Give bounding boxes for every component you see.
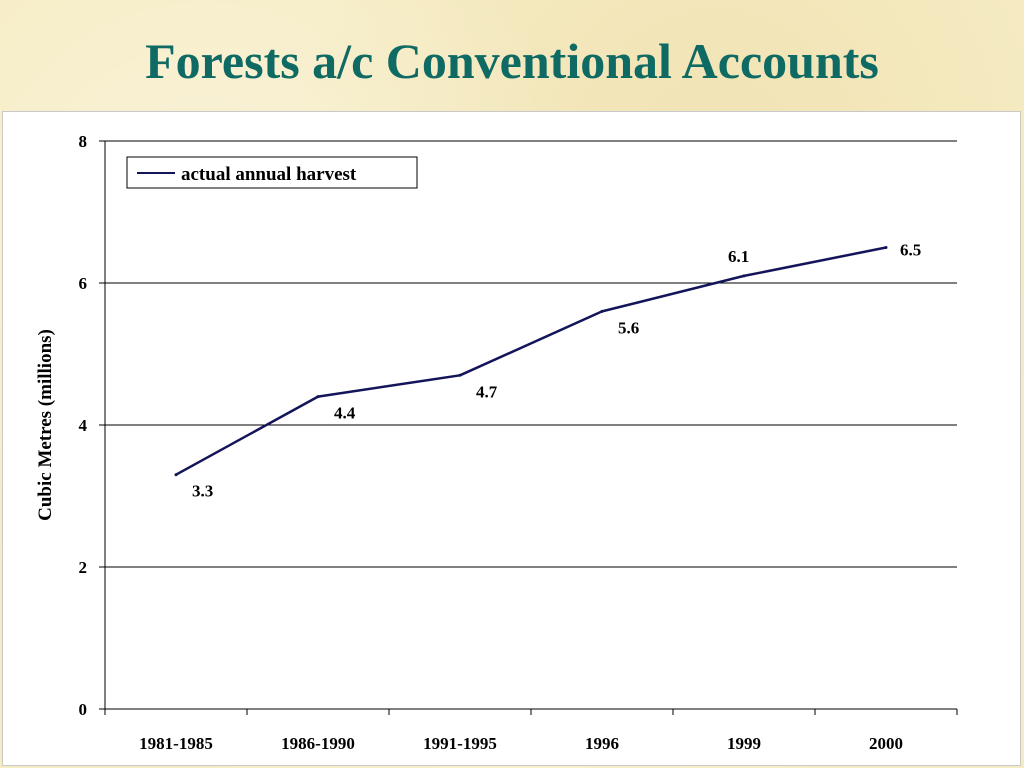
gridlines <box>105 140 957 568</box>
data-label: 6.5 <box>900 241 921 260</box>
y-tick-label: 2 <box>79 558 88 577</box>
data-label: 3.3 <box>192 482 213 501</box>
y-tick-labels: 0 2 4 6 8 <box>79 132 88 719</box>
chart-panel: 0 2 4 6 8 1981-1985 1986-1990 1991-1995 1996 199… <box>2 111 1021 766</box>
legend: actual annual harvest <box>126 156 418 189</box>
data-point <box>742 274 746 278</box>
y-tick-label: 0 <box>79 700 88 719</box>
x-tick-label: 1996 <box>585 734 619 753</box>
data-point <box>458 373 462 377</box>
x-tick-label: 2000 <box>869 734 903 753</box>
data-point <box>884 246 888 249</box>
legend-label: actual annual harvest <box>181 164 357 185</box>
legend-box <box>126 156 418 189</box>
data-label: 4.4 <box>334 404 356 423</box>
data-label: 4.7 <box>476 382 498 401</box>
data-point <box>316 395 320 399</box>
data-label: 5.6 <box>618 318 639 337</box>
series: 3.3 4.4 4.7 5.6 6.1 6.5 <box>174 241 921 501</box>
y-tick-label: 4 <box>79 416 88 435</box>
y-axis-label: Cubic Metres (millions) <box>35 329 56 521</box>
axes <box>99 140 958 715</box>
x-tick-label: 1991-1995 <box>423 734 497 753</box>
series-line <box>175 246 887 476</box>
data-label: 6.1 <box>728 247 749 266</box>
x-tick-label: 1986-1990 <box>281 734 355 753</box>
data-point <box>600 309 604 313</box>
x-tick-labels: 1981-1985 1986-1990 1991-1995 1996 1999 2000 <box>139 734 903 753</box>
y-tick-label: 8 <box>79 132 88 151</box>
x-tick-label: 1999 <box>727 734 761 753</box>
data-point <box>174 473 178 477</box>
slide-title: Forests a/c Conventional Accounts <box>145 33 879 89</box>
y-tick-label: 6 <box>79 274 88 293</box>
line-chart: 0 2 4 6 8 1981-1985 1986-1990 1991-1995 1996 199… <box>35 132 958 753</box>
x-tick-label: 1981-1985 <box>139 734 213 753</box>
